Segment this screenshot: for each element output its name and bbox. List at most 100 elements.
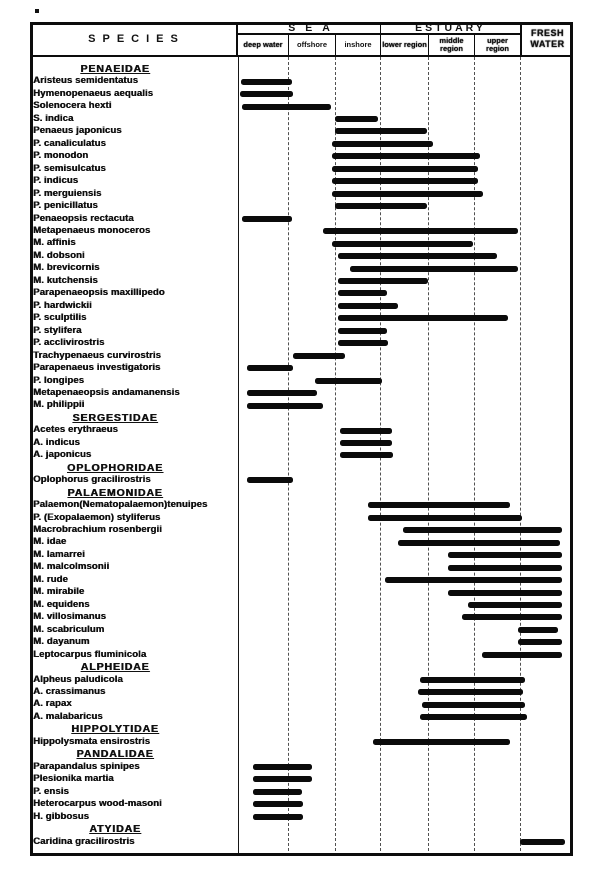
family-name: HIPPOLYTIDAE — [71, 723, 159, 736]
species-name: H. gibbosus — [33, 810, 89, 822]
species-row: P. ensis — [30, 786, 573, 798]
family-header-row: HIPPOLYTIDAE — [30, 723, 573, 735]
species-name: M. equidens — [33, 598, 90, 610]
species-row: P. longipes — [30, 375, 573, 387]
family-header-row: ATYIDAE — [30, 823, 573, 835]
range-bar — [418, 689, 523, 696]
species-name: Leptocarpus fluminicola — [33, 648, 147, 660]
species-row: P. hardwickii — [30, 300, 573, 312]
species-row: Oplophorus gracilirostris — [30, 474, 573, 486]
header-sub-middle-region: middle region — [428, 35, 474, 55]
range-bar — [253, 763, 312, 770]
header-species: SPECIES — [30, 22, 238, 55]
species-name: P. penicillatus — [33, 200, 98, 212]
species-name: Metapenaeopsis andamanensis — [33, 386, 180, 398]
species-row: Trachypenaeus curvirostris — [30, 350, 573, 362]
species-row: M. lamarrei — [30, 549, 573, 561]
family-name: PANDALIDAE — [76, 748, 154, 761]
range-bar — [338, 340, 388, 347]
species-row: P. (Exopalaemon) styliferus — [30, 512, 573, 524]
species-row: M. equidens — [30, 599, 573, 611]
species-row: P. indicus — [30, 175, 573, 187]
family-header-row: SERGESTIDAE — [30, 412, 573, 424]
header-sub-upper-region: upper region — [474, 35, 520, 55]
range-bar — [340, 452, 393, 459]
species-name: P. (Exopalaemon) styliferus — [33, 511, 161, 523]
range-bar — [242, 215, 292, 222]
species-row: Aristeus semidentatus — [30, 75, 573, 87]
range-bar — [315, 377, 382, 384]
range-bar — [403, 527, 562, 534]
header-sub-deep-water: deep water — [243, 39, 283, 49]
range-bar — [448, 564, 562, 571]
species-row: Macrobrachium rosenbergii — [30, 524, 573, 536]
species-name: Penaeus japonicus — [33, 125, 122, 137]
species-row: A. rapax — [30, 698, 573, 710]
range-bar — [520, 838, 565, 845]
species-row: M. kutchensis — [30, 275, 573, 287]
rows-container: PENAEIDAE Aristeus semidentatus Hymenopena… — [30, 63, 573, 851]
species-row: Alpheus paludicola — [30, 674, 573, 686]
species-name: P. monodon — [33, 150, 89, 162]
species-row: A. crassimanus — [30, 686, 573, 698]
range-bar — [340, 427, 392, 434]
family-name: ALPHEIDAE — [80, 661, 150, 674]
species-row: Metapenaeus monoceros — [30, 225, 573, 237]
range-bar — [368, 502, 510, 509]
family-name: PENAEIDAE — [80, 63, 150, 75]
species-name: Alpheus paludicola — [33, 673, 123, 685]
header-sub-inshore: inshore — [335, 35, 380, 55]
species-row: Metapenaeopsis andamanensis — [30, 387, 573, 399]
range-bar — [420, 676, 525, 683]
species-row: P. canaliculatus — [30, 138, 573, 150]
range-bar — [335, 116, 378, 123]
species-row: Caridina gracilirostris — [30, 836, 573, 848]
species-row: M. villosimanus — [30, 611, 573, 623]
range-bar — [332, 178, 478, 185]
range-bar — [247, 365, 293, 372]
column-separator-dashed — [520, 57, 521, 856]
species-name: M. lamarrei — [33, 548, 85, 560]
species-name: M. brevicornis — [33, 262, 100, 274]
species-row: A. malabaricus — [30, 711, 573, 723]
species-name: Plesionika martia — [33, 773, 114, 785]
species-name: M. philippii — [33, 399, 85, 411]
range-bar — [420, 714, 527, 721]
range-bar — [468, 601, 562, 608]
species-row: Hymenopenaeus aequalis — [30, 88, 573, 100]
species-name: P. acclivirostris — [33, 337, 105, 349]
family-header-row: PANDALIDAE — [30, 748, 573, 760]
range-bar — [338, 315, 508, 322]
species-name: A. malabaricus — [33, 710, 103, 722]
header-group-estuary: ESTUARY — [380, 22, 520, 35]
range-bar — [350, 265, 518, 272]
range-bar — [335, 128, 427, 135]
species-row: H. gibbosus — [30, 811, 573, 823]
range-bar — [293, 352, 345, 359]
species-row: M. rude — [30, 574, 573, 586]
range-bar — [253, 776, 312, 783]
species-name: Oplophorus gracilirostris — [33, 474, 151, 486]
range-bar — [368, 514, 522, 521]
species-name: M. dobsoni — [33, 249, 85, 261]
range-bar — [253, 801, 303, 808]
species-name: Parapandalus spinipes — [33, 760, 140, 772]
range-bar — [247, 390, 317, 397]
range-bar — [338, 302, 398, 309]
species-row: P. monodon — [30, 150, 573, 162]
species-name: M. rude — [33, 573, 68, 585]
species-row: P. sculptilis — [30, 312, 573, 324]
column-separator-solid — [238, 57, 239, 856]
species-name: A. crassimanus — [33, 686, 106, 697]
species-row: M. philippii — [30, 399, 573, 411]
species-name: Parapenaeopsis maxillipedo — [33, 287, 165, 299]
species-name: A. rapax — [33, 698, 72, 710]
range-bar — [332, 140, 433, 147]
range-bar — [448, 552, 562, 559]
range-bar — [253, 813, 303, 820]
species-name: Parapenaeus investigatoris — [33, 362, 161, 374]
range-bar — [373, 739, 510, 746]
family-header-row: PALAEMONIDAE — [30, 487, 573, 499]
family-header-row: ALPHEIDAE — [30, 661, 573, 673]
column-separator-dashed — [288, 57, 289, 856]
